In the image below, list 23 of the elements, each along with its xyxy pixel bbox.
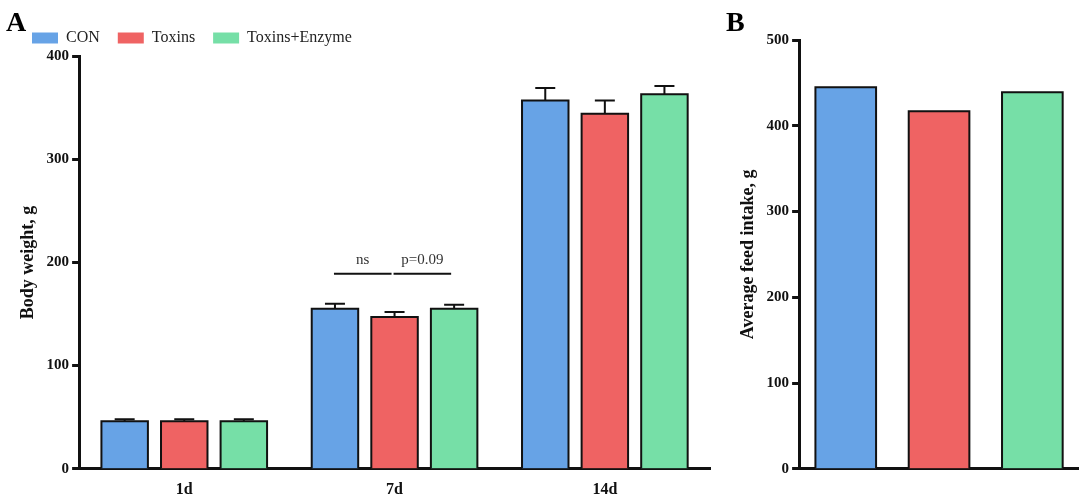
y-tick-label: 300 [46, 150, 70, 167]
y-tick-label: 400 [766, 116, 790, 133]
y-axis-title: Body weight, g [17, 205, 38, 320]
annotation: ns [356, 251, 370, 268]
y-tick-label: 0 [781, 459, 790, 476]
x-tick-label: 7d [386, 479, 404, 497]
x-tick-label: 1d [175, 479, 193, 497]
x-tick-label: 14d [592, 479, 618, 497]
y-tick-label: 100 [46, 356, 70, 373]
legend-label: CON [66, 28, 101, 46]
y-axis-title: Average feed intake, g [737, 169, 758, 340]
y-tick-label: 300 [766, 202, 790, 219]
chart-title: A [6, 6, 27, 38]
chart-title: B [726, 6, 745, 38]
y-tick-label: 200 [46, 253, 70, 270]
y-tick-label: 200 [766, 288, 790, 305]
y-tick-label: 500 [766, 30, 790, 47]
annotation: p=0.09 [401, 251, 444, 268]
legend-label: Toxins+Enzyme [247, 28, 352, 47]
y-tick-label: 400 [46, 46, 70, 63]
legend-label: Toxins [151, 28, 196, 46]
y-tick-label: 0 [61, 459, 70, 476]
y-tick-label: 100 [766, 373, 790, 390]
